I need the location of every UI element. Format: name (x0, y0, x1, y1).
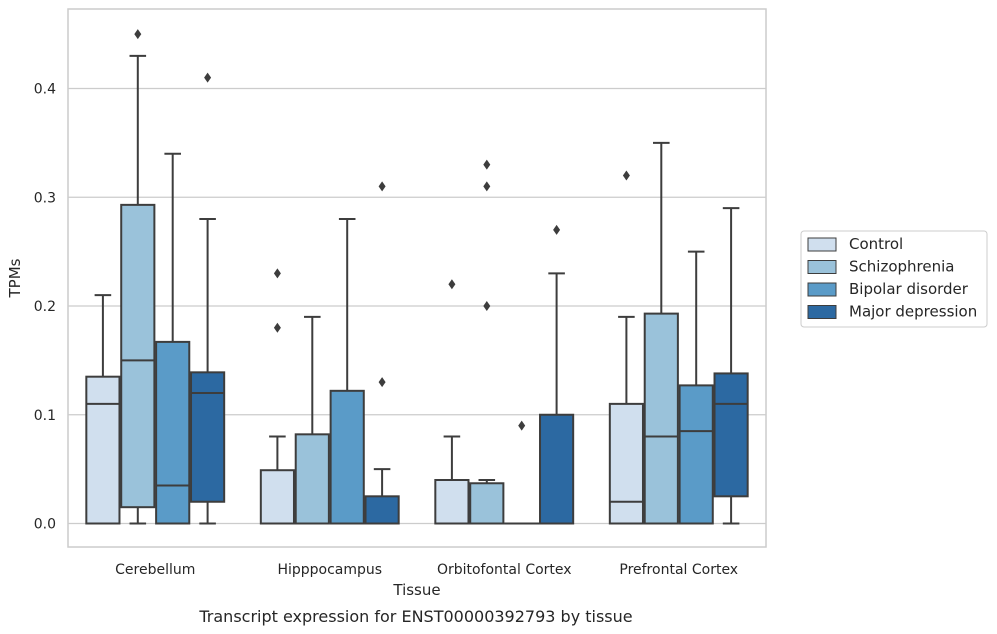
legend-entry-control: Control (807, 235, 903, 253)
outlier-point (378, 181, 386, 192)
box-bipolar-disorder-hipppocampus (329, 218, 365, 525)
legend-entry-major-depression: Major depression (807, 303, 977, 321)
x-tick-label: Cerebellum (115, 562, 195, 578)
box-major-depression-orbitofontal-cortex (539, 224, 575, 525)
box-bipolar-disorder-orbitofontal-cortex (504, 420, 540, 525)
outlier-point (553, 224, 561, 235)
outlier-point (378, 377, 386, 388)
box-body (434, 479, 470, 525)
outlier-point (273, 322, 281, 333)
legend-swatch (807, 260, 837, 274)
box-body (190, 371, 226, 503)
box-body (643, 312, 679, 525)
x-axis-ticks: Cerebellum Hipppocampus Orbitofontal Corte… (115, 562, 738, 578)
outlier-point (483, 159, 491, 170)
y-tick-label: 0.3 (34, 190, 56, 206)
box-bipolar-disorder-cerebellum (155, 152, 191, 525)
legend: Control Schizophrenia Bipolar disorder Majo… (800, 230, 988, 328)
x-tick-label: Orbitofontal Cortex (437, 562, 572, 578)
box-plot-series (85, 29, 749, 525)
box-body (678, 384, 714, 525)
box-body (120, 203, 156, 509)
legend-label: Control (849, 235, 903, 253)
box-schizophrenia-hipppocampus (294, 315, 330, 525)
outlier-point (518, 420, 526, 431)
legend-frame (800, 230, 988, 328)
outlier-point (273, 268, 281, 279)
series-control (85, 170, 644, 525)
legend-swatch (807, 282, 837, 297)
x-tick-label: Hipppocampus (277, 562, 382, 578)
box-bipolar-disorder-prefrontal-cortex (678, 250, 714, 525)
y-axis-label: TPMs (6, 258, 24, 298)
chart-caption: Transcript expression for ENST0000039279… (198, 607, 632, 626)
legend-entry-bipolar-disorder: Bipolar disorder (807, 280, 969, 298)
legend-label: Major depression (849, 303, 977, 321)
box-body (608, 402, 644, 525)
outlier-point (204, 72, 212, 83)
y-tick-label: 0.4 (34, 82, 56, 98)
x-tick-label: Prefrontal Cortex (619, 562, 738, 578)
box-body (259, 469, 295, 525)
legend-swatch (807, 237, 837, 252)
box-control-prefrontal-cortex (608, 170, 644, 525)
legend-label: Bipolar disorder (849, 280, 969, 298)
box-control-cerebellum (85, 294, 121, 525)
outlier-point (134, 29, 142, 40)
outlier-point (483, 181, 491, 192)
legend-swatch (807, 305, 837, 319)
box-body (364, 495, 400, 525)
box-major-depression-hipppocampus (364, 181, 400, 525)
box-schizophrenia-prefrontal-cortex (643, 141, 679, 525)
box-body (294, 433, 330, 525)
box-body (155, 340, 191, 525)
y-tick-label: 0.2 (34, 299, 56, 315)
box-body (713, 372, 749, 498)
outlier-point (448, 279, 456, 290)
y-tick-label: 0.0 (34, 517, 56, 533)
box-body (469, 482, 505, 525)
series-major-depression (190, 72, 749, 525)
legend-entry-schizophrenia: Schizophrenia (807, 258, 954, 276)
series-schizophrenia (120, 29, 679, 525)
series-bipolar-disorder (155, 152, 714, 525)
box-schizophrenia-orbitofontal-cortex (469, 159, 505, 525)
box-control-orbitofontal-cortex (434, 279, 470, 525)
y-axis-ticks: 0.0 0.1 0.2 0.3 0.4 (34, 82, 56, 533)
legend-label: Schizophrenia (849, 258, 954, 276)
box-schizophrenia-cerebellum (120, 29, 156, 525)
x-axis-label: Tissue (392, 581, 440, 599)
box-body (85, 375, 121, 525)
plot-frame (67, 8, 767, 548)
outlier-point (483, 301, 491, 311)
box-body (329, 389, 365, 525)
box-major-depression-prefrontal-cortex (713, 207, 749, 525)
box-major-depression-cerebellum (190, 72, 226, 525)
outlier-point (622, 170, 630, 181)
box-control-hipppocampus (259, 268, 295, 525)
box-body (539, 413, 575, 525)
y-tick-label: 0.1 (34, 408, 56, 424)
